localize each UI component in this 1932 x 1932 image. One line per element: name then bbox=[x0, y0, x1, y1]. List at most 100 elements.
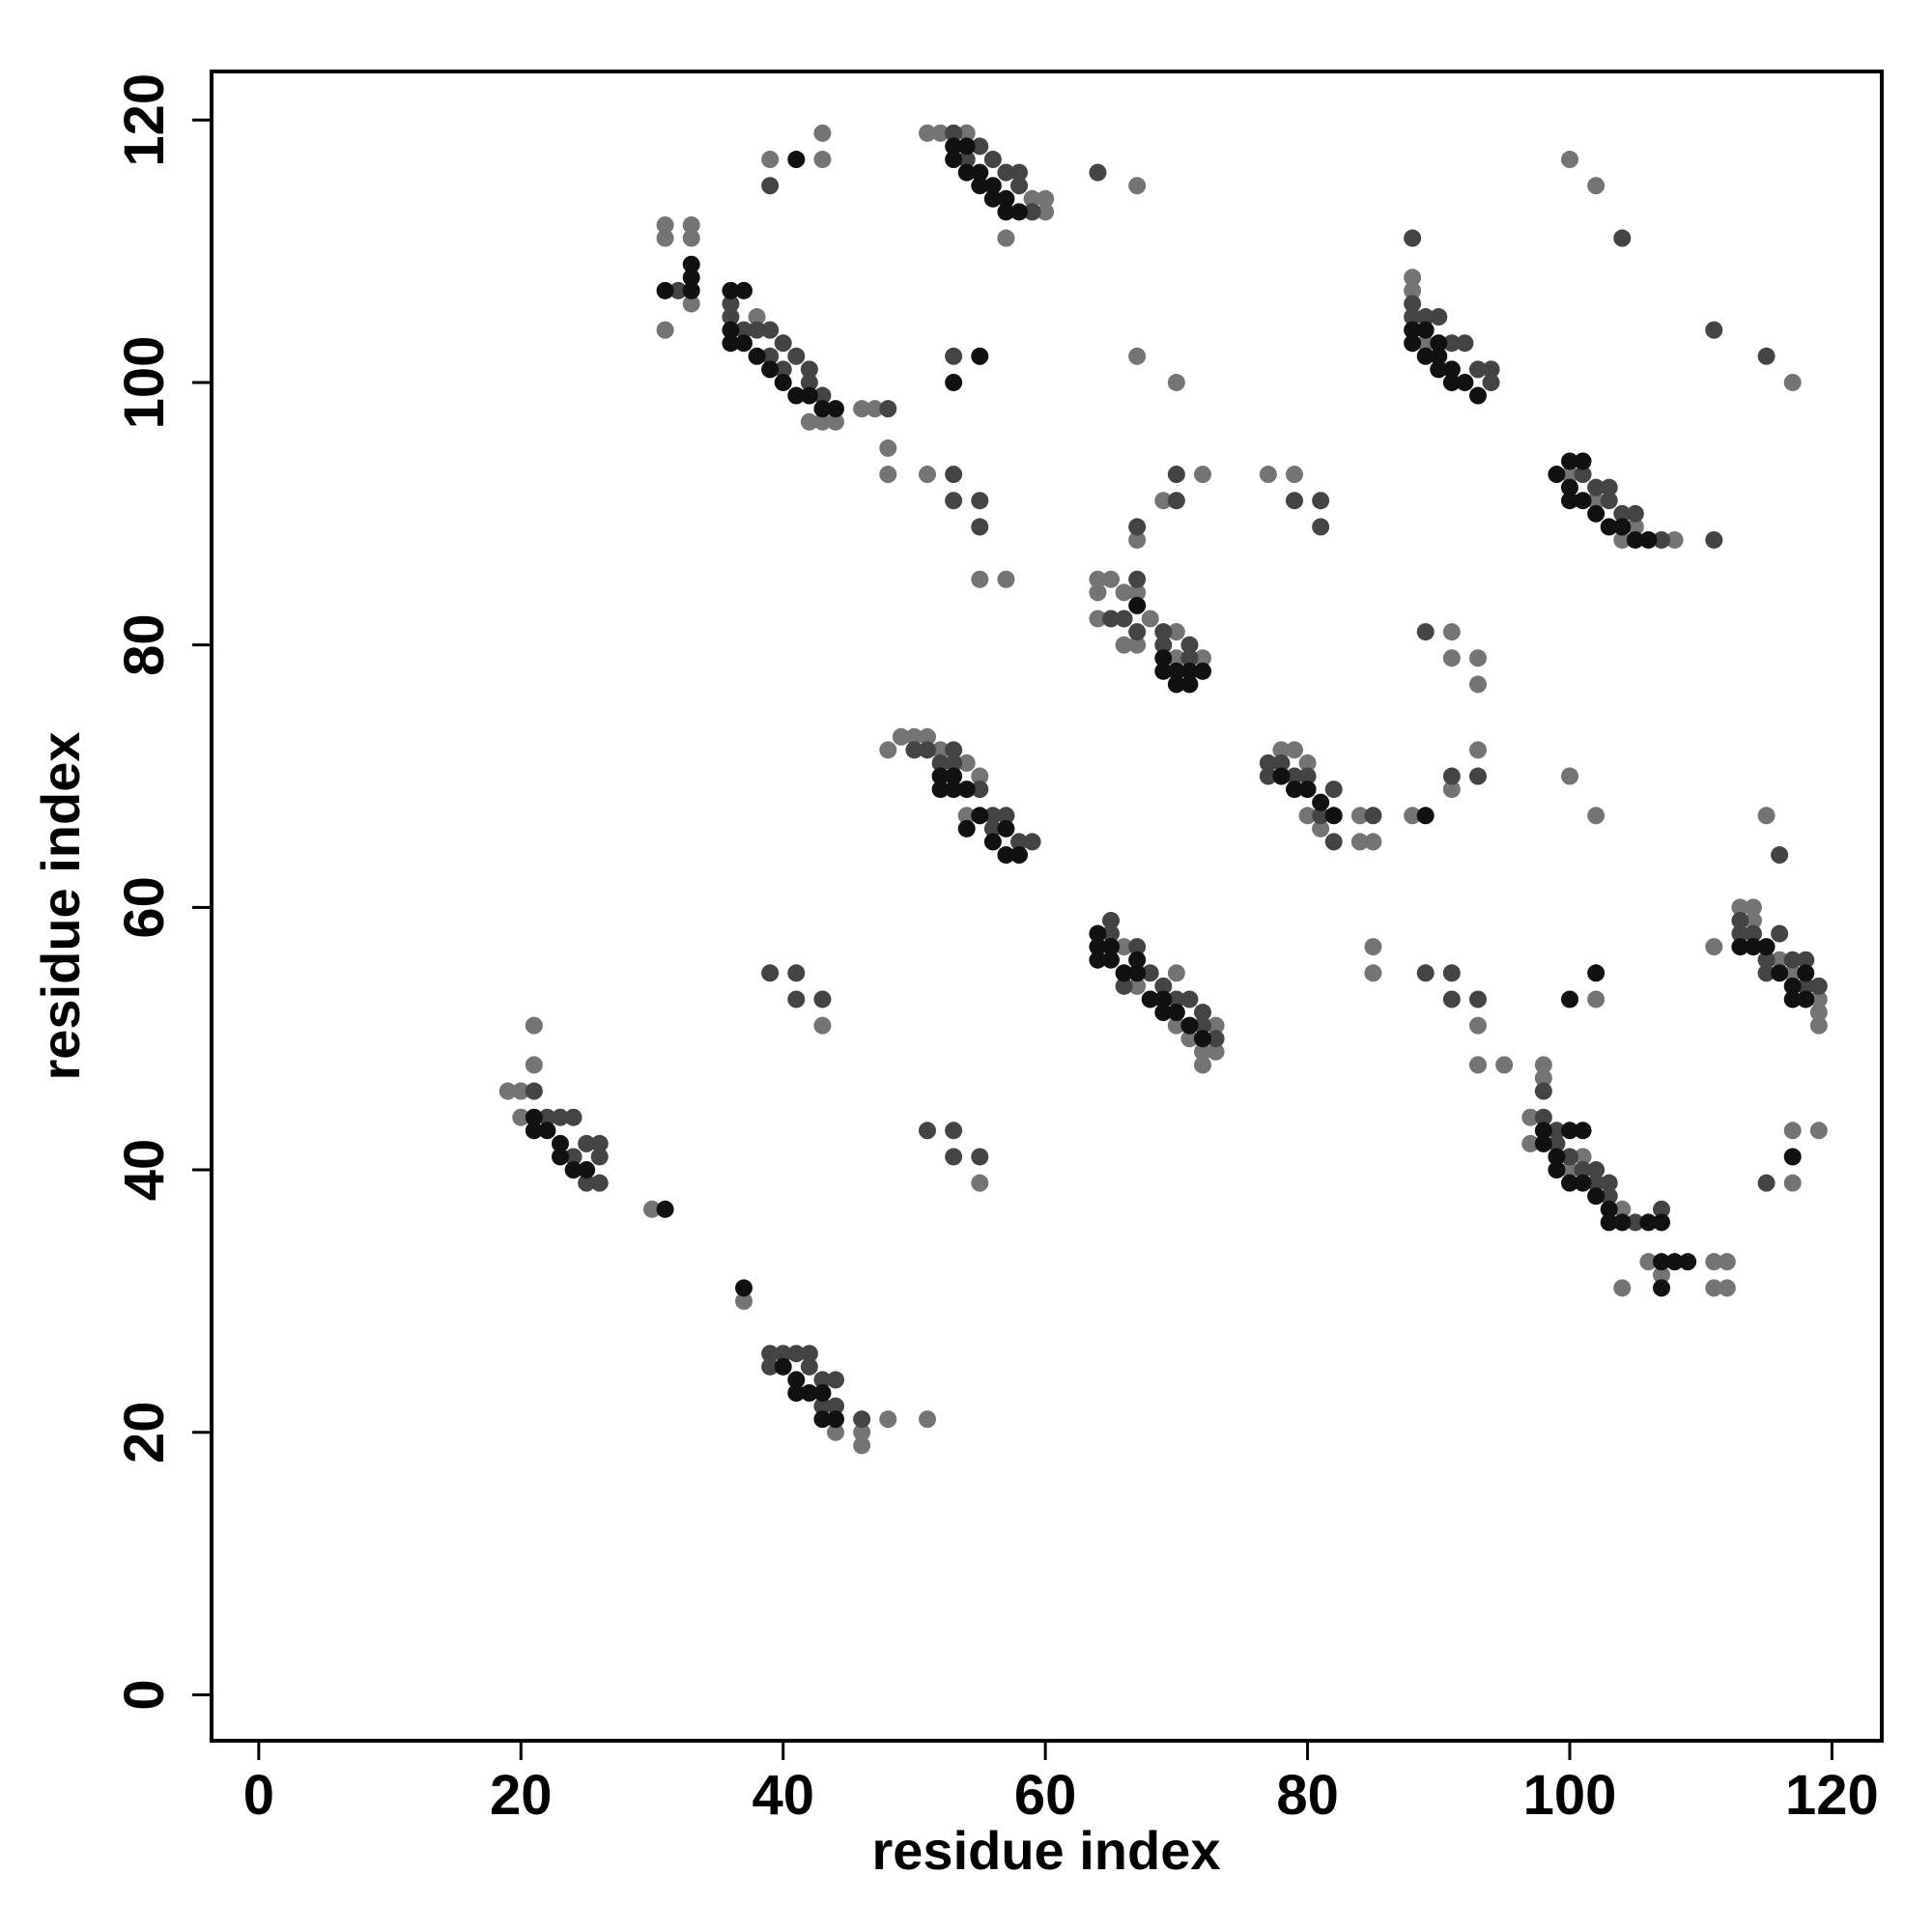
point bbox=[1102, 911, 1120, 929]
point bbox=[1809, 1122, 1828, 1140]
point bbox=[761, 1345, 780, 1363]
point bbox=[761, 964, 780, 982]
point bbox=[853, 1410, 871, 1429]
point bbox=[945, 466, 963, 484]
x-tick-label: 0 bbox=[243, 1764, 274, 1827]
point bbox=[983, 151, 1002, 169]
point bbox=[1574, 1174, 1592, 1192]
point bbox=[590, 1148, 609, 1166]
point bbox=[722, 308, 740, 327]
point bbox=[1404, 308, 1422, 327]
point bbox=[1286, 781, 1303, 799]
y-tick-label: 100 bbox=[113, 336, 176, 430]
point bbox=[1180, 649, 1199, 668]
point bbox=[656, 215, 674, 234]
point bbox=[1797, 977, 1815, 995]
point bbox=[879, 466, 897, 484]
point bbox=[931, 781, 950, 799]
point bbox=[1757, 951, 1776, 969]
point bbox=[748, 347, 766, 365]
point bbox=[590, 1134, 609, 1152]
point bbox=[1115, 610, 1133, 628]
point bbox=[1653, 1200, 1670, 1218]
y-axis-title: residue index bbox=[30, 731, 91, 1080]
point bbox=[931, 741, 950, 759]
point bbox=[813, 400, 832, 418]
point bbox=[1469, 990, 1487, 1009]
point bbox=[1613, 1200, 1632, 1218]
point bbox=[1430, 334, 1448, 353]
x-tick-label: 100 bbox=[1523, 1764, 1617, 1827]
point bbox=[813, 1371, 832, 1389]
point bbox=[1600, 1200, 1618, 1218]
point bbox=[971, 492, 989, 510]
point bbox=[919, 1410, 936, 1429]
point bbox=[945, 151, 963, 169]
point bbox=[1298, 767, 1317, 785]
point bbox=[1783, 977, 1802, 995]
point bbox=[1587, 177, 1605, 195]
point bbox=[827, 1410, 844, 1429]
y-tick-label: 20 bbox=[113, 1401, 176, 1463]
point bbox=[827, 1397, 844, 1415]
point bbox=[971, 177, 989, 195]
point bbox=[1809, 990, 1828, 1009]
x-tick-label: 40 bbox=[752, 1764, 814, 1827]
point bbox=[1404, 334, 1422, 353]
point bbox=[1272, 741, 1291, 759]
point bbox=[1613, 229, 1632, 247]
point bbox=[1089, 938, 1107, 956]
point bbox=[931, 767, 950, 785]
point bbox=[1469, 1056, 1487, 1074]
point bbox=[1286, 741, 1303, 759]
point bbox=[1141, 990, 1159, 1009]
point bbox=[1809, 977, 1828, 995]
point bbox=[1639, 1213, 1658, 1232]
point bbox=[945, 781, 963, 799]
point bbox=[1416, 308, 1435, 327]
point bbox=[1128, 570, 1147, 588]
point bbox=[656, 1200, 674, 1218]
point bbox=[1639, 1253, 1658, 1271]
point bbox=[1154, 649, 1173, 668]
point bbox=[997, 163, 1015, 182]
point bbox=[1771, 846, 1789, 865]
point bbox=[1548, 466, 1566, 484]
point bbox=[1416, 807, 1435, 825]
point bbox=[1430, 347, 1448, 365]
point bbox=[1561, 492, 1578, 510]
point bbox=[1574, 466, 1592, 484]
point bbox=[1731, 898, 1749, 917]
point bbox=[1298, 753, 1317, 772]
point bbox=[1534, 1108, 1552, 1126]
point bbox=[1102, 938, 1120, 956]
point bbox=[800, 1384, 818, 1402]
point bbox=[761, 360, 780, 379]
point bbox=[1259, 767, 1277, 785]
point bbox=[722, 281, 740, 299]
point bbox=[1665, 1253, 1684, 1271]
point bbox=[813, 412, 832, 431]
point bbox=[1128, 583, 1147, 602]
point bbox=[682, 281, 700, 299]
point bbox=[879, 400, 897, 418]
point bbox=[971, 163, 989, 182]
point bbox=[1010, 833, 1028, 851]
point bbox=[1404, 321, 1422, 339]
point bbox=[1783, 1148, 1802, 1166]
point bbox=[945, 767, 963, 785]
point bbox=[748, 308, 766, 327]
point bbox=[1548, 1134, 1566, 1152]
point bbox=[1180, 636, 1199, 654]
point bbox=[971, 137, 989, 156]
point bbox=[735, 321, 753, 339]
point bbox=[1442, 360, 1461, 379]
point bbox=[1089, 924, 1107, 943]
point bbox=[1534, 1082, 1552, 1100]
point bbox=[1561, 1161, 1578, 1179]
point bbox=[1600, 492, 1618, 510]
x-tick-label: 20 bbox=[490, 1764, 553, 1827]
point bbox=[1128, 177, 1147, 195]
point bbox=[735, 1292, 753, 1310]
point bbox=[552, 1108, 569, 1126]
